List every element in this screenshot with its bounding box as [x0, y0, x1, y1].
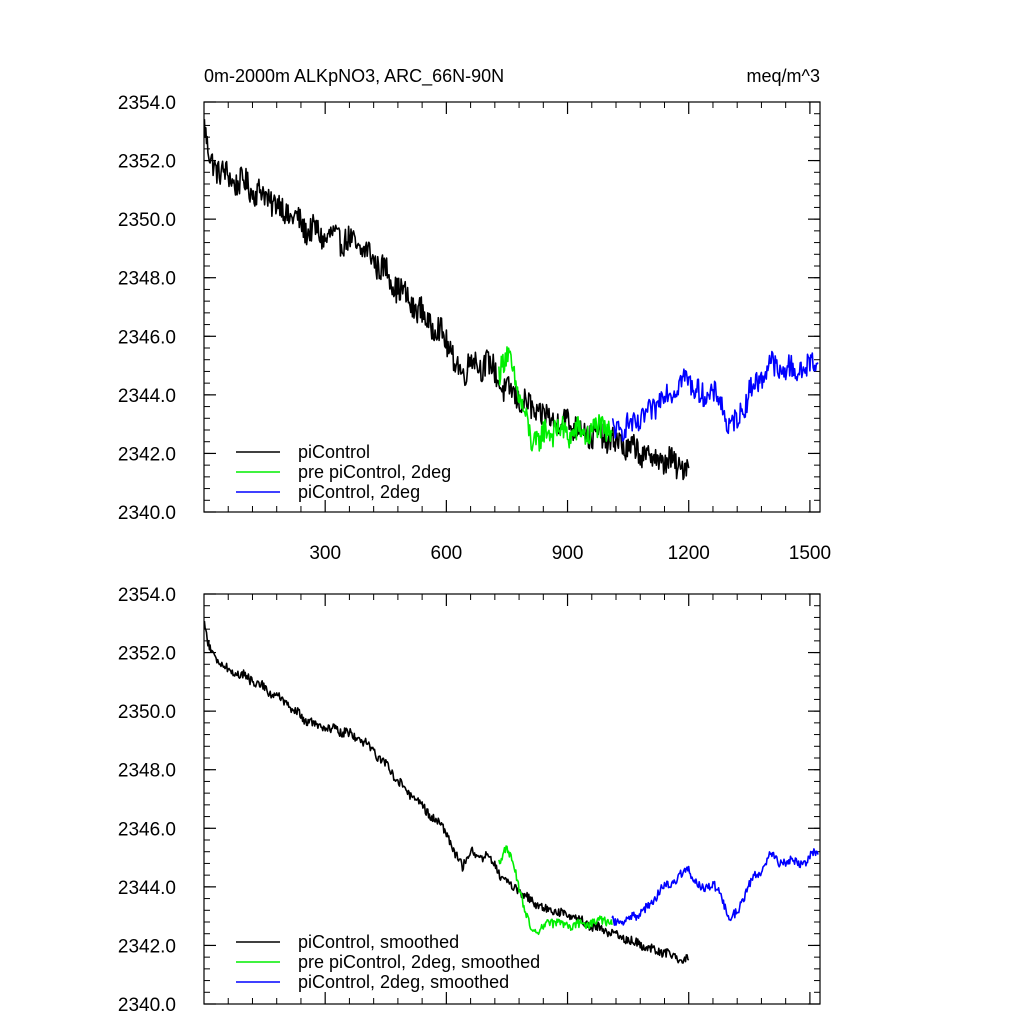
x-tick-label: 900	[552, 543, 584, 564]
y-tick-label: 2342.0	[118, 444, 176, 465]
series-line-2	[611, 848, 819, 926]
y-tick-label: 2346.0	[118, 819, 176, 840]
y-tick-label: 2352.0	[118, 152, 176, 173]
units-label: meq/m^3	[747, 66, 820, 86]
x-tick-label: 1500	[789, 543, 831, 564]
y-tick-label: 2342.0	[118, 936, 176, 957]
y-tick-label: 2354.0	[118, 93, 176, 114]
x-tick-label: 1200	[668, 543, 710, 564]
y-tick-label: 2350.0	[118, 702, 176, 723]
x-tick-label: 300	[309, 543, 341, 564]
y-tick-label: 2340.0	[118, 503, 176, 524]
legend-label: piControl, 2deg	[298, 482, 420, 502]
plot-frame	[203, 593, 821, 1005]
x-tick-label: 600	[431, 543, 463, 564]
y-tick-label: 2354.0	[118, 585, 176, 606]
y-tick-label: 2344.0	[118, 878, 176, 899]
series-line-0	[203, 119, 690, 481]
y-tick-label: 2352.0	[118, 644, 176, 665]
chart-title: 0m-2000m ALKpNO3, ARC_66N-90N	[204, 66, 504, 87]
y-tick-label: 2350.0	[118, 210, 176, 231]
legend-label: pre piControl, 2deg	[298, 462, 451, 482]
top-panel: 2340.0 2342.0 2344.0 2346.0 2348.0 2350.0 2352…	[118, 93, 831, 564]
plot-frame	[203, 101, 821, 513]
legend-label: piControl	[298, 442, 370, 462]
series-line-1	[498, 346, 613, 452]
y-tick-label: 2344.0	[118, 386, 176, 407]
y-tick-label: 2348.0	[118, 269, 176, 290]
y-tick-label: 2340.0	[118, 995, 176, 1016]
series-line-2	[611, 350, 819, 442]
series-line-1	[498, 845, 613, 936]
bottom-panel: 2340.0 2342.0 2344.0 2346.0 2348.0 2350.0 2352…	[118, 585, 821, 1016]
y-tick-label: 2346.0	[118, 327, 176, 348]
legend-label: piControl, 2deg, smoothed	[298, 972, 509, 992]
series-line-0	[203, 621, 690, 964]
y-tick-label: 2348.0	[118, 761, 176, 782]
legend-label: piControl, smoothed	[298, 932, 459, 952]
legend-label: pre piControl, 2deg, smoothed	[298, 952, 540, 972]
